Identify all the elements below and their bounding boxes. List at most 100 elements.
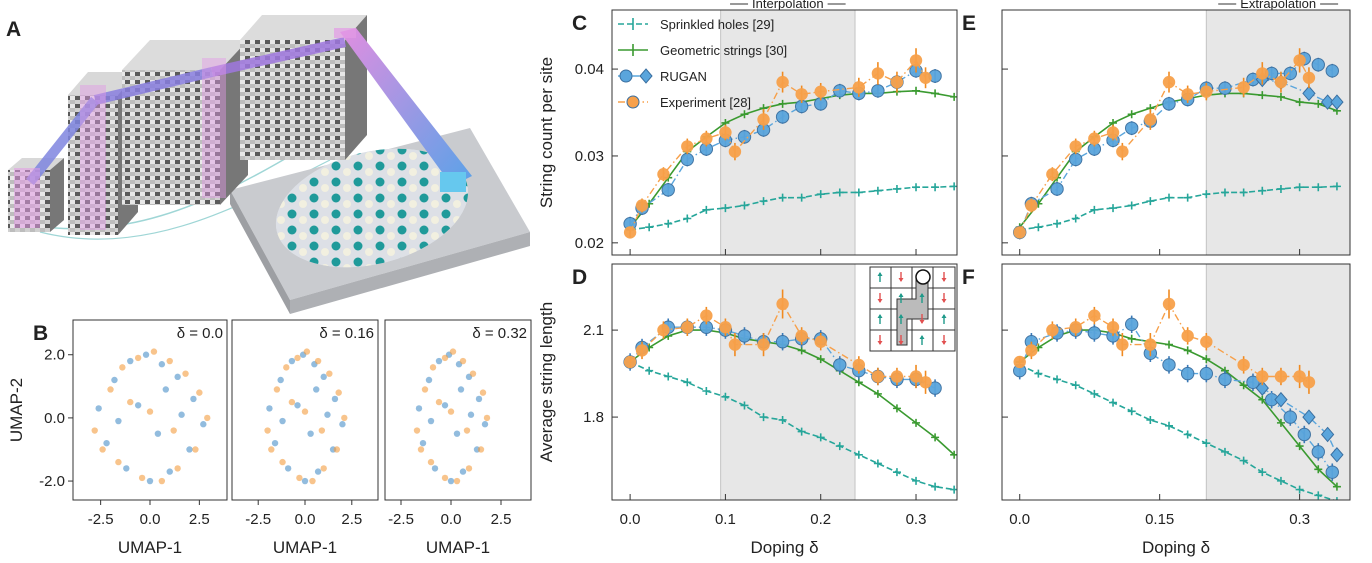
scatter-point bbox=[107, 386, 114, 393]
point bbox=[645, 223, 654, 232]
x-tick-label: -2.5 bbox=[88, 511, 114, 528]
point bbox=[1127, 110, 1136, 119]
point bbox=[702, 205, 711, 214]
scatter-point bbox=[447, 408, 455, 415]
scatter-point bbox=[335, 389, 342, 396]
point bbox=[1258, 186, 1267, 195]
scatter-point bbox=[314, 468, 322, 475]
point bbox=[1162, 358, 1176, 372]
scatter-point bbox=[429, 364, 437, 371]
point bbox=[657, 323, 670, 337]
point bbox=[1200, 85, 1213, 98]
point bbox=[835, 442, 844, 451]
plot-area bbox=[1013, 48, 1344, 240]
scatter-point bbox=[431, 465, 439, 472]
scatter-point bbox=[415, 405, 423, 412]
panel-label: F bbox=[962, 266, 975, 289]
point bbox=[1046, 168, 1059, 181]
point bbox=[657, 168, 670, 181]
scatter-point bbox=[134, 354, 142, 362]
scatter-point bbox=[301, 477, 309, 485]
plot-area bbox=[623, 48, 957, 239]
point bbox=[931, 482, 940, 491]
point bbox=[1314, 491, 1323, 500]
scatter-point bbox=[158, 477, 166, 485]
point bbox=[721, 204, 730, 213]
point bbox=[873, 186, 882, 195]
point bbox=[892, 184, 901, 193]
point bbox=[1124, 317, 1139, 332]
panel-label: B bbox=[33, 322, 48, 345]
point bbox=[740, 201, 749, 210]
legend-label: RUGAN bbox=[660, 69, 707, 84]
scatter-point bbox=[435, 357, 443, 365]
panel-a-render bbox=[8, 15, 530, 314]
point bbox=[1237, 81, 1250, 94]
point bbox=[1295, 98, 1304, 107]
point bbox=[854, 378, 863, 387]
point bbox=[681, 140, 694, 153]
scatter-point bbox=[142, 351, 150, 358]
point bbox=[1302, 71, 1316, 84]
scatter-point bbox=[174, 465, 181, 472]
point bbox=[1183, 193, 1192, 202]
point bbox=[1106, 321, 1120, 334]
scatter-point bbox=[483, 414, 491, 422]
series-line bbox=[1019, 302, 1310, 383]
point bbox=[1034, 223, 1043, 232]
point bbox=[1109, 398, 1118, 407]
panel-label: D bbox=[572, 266, 587, 289]
panel-title: δ = 0.16 bbox=[319, 325, 374, 342]
scatter-point bbox=[459, 357, 467, 365]
scatter-point bbox=[341, 414, 348, 422]
scatter-point bbox=[271, 439, 279, 447]
scatter-point bbox=[296, 474, 303, 482]
point bbox=[775, 110, 790, 124]
scatter-point bbox=[331, 395, 339, 403]
point bbox=[683, 214, 692, 223]
point bbox=[776, 75, 789, 89]
scatter-point bbox=[427, 417, 435, 425]
point bbox=[871, 67, 885, 80]
scatter-point bbox=[192, 446, 199, 453]
scatter-point bbox=[162, 386, 169, 393]
scatter-point bbox=[178, 411, 185, 418]
point bbox=[1053, 219, 1062, 228]
point bbox=[1330, 447, 1344, 463]
scatter-point bbox=[268, 446, 275, 453]
point bbox=[1295, 485, 1304, 494]
plot-frame bbox=[1001, 9, 1351, 256]
scatter-point bbox=[463, 427, 471, 434]
point bbox=[1295, 442, 1304, 451]
point bbox=[1013, 355, 1026, 369]
x-tick-label: 2.5 bbox=[341, 511, 362, 528]
point bbox=[1165, 340, 1173, 349]
inset-diagram bbox=[869, 266, 956, 352]
y-tick-label: 0.04 bbox=[575, 61, 604, 78]
point bbox=[1183, 346, 1192, 355]
scatter-point bbox=[283, 364, 290, 371]
scatter-point bbox=[303, 348, 311, 355]
point bbox=[759, 197, 768, 206]
point bbox=[1276, 92, 1285, 101]
point bbox=[795, 329, 808, 343]
x-axis-label: Doping δ bbox=[750, 538, 818, 557]
scatter-point bbox=[103, 439, 110, 447]
point bbox=[1127, 407, 1136, 416]
x-tick-label: 0.0 bbox=[1009, 511, 1030, 528]
point bbox=[700, 309, 713, 322]
scatter-point bbox=[441, 354, 449, 362]
scatter-point bbox=[123, 465, 130, 472]
point bbox=[1276, 184, 1285, 193]
scatter-point bbox=[465, 465, 473, 472]
point bbox=[1025, 344, 1038, 357]
x-axis-label: UMAP-1 bbox=[273, 538, 337, 557]
point bbox=[1255, 380, 1269, 396]
point bbox=[1183, 430, 1192, 439]
scatter-point bbox=[200, 421, 207, 428]
point bbox=[740, 401, 749, 410]
panel-title: δ = 0.32 bbox=[472, 325, 527, 342]
series-line bbox=[629, 302, 926, 383]
point bbox=[1180, 366, 1195, 381]
point bbox=[757, 113, 770, 126]
